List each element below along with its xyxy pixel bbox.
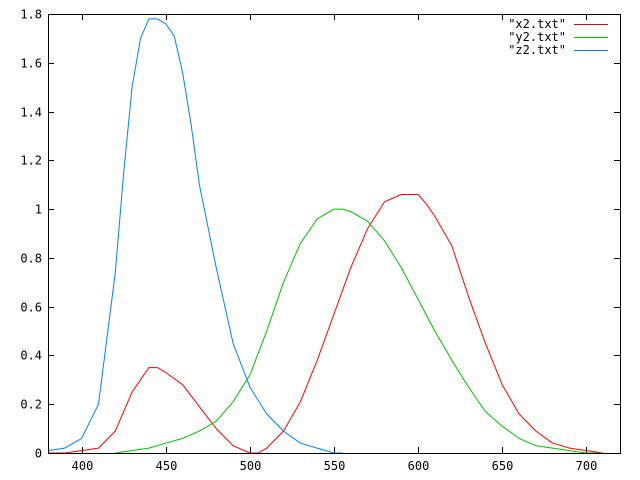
x-tick-label: 500 — [240, 459, 262, 473]
x-tick-label: 450 — [156, 459, 178, 473]
legend-label: "y2.txt" — [508, 30, 566, 44]
x-tick-label: 550 — [324, 459, 346, 473]
y-tick-label: 0.8 — [20, 252, 42, 266]
x-axis-ticks — [82, 14, 587, 453]
series-line-2 — [115, 208, 604, 454]
y-tick-label: 1.8 — [20, 8, 42, 22]
y-tick-label: 1.6 — [20, 57, 42, 71]
y-tick-label: 1.2 — [20, 154, 42, 168]
series-line-3 — [47, 18, 343, 454]
series-lines — [47, 18, 604, 454]
legend-label: "z2.txt" — [508, 43, 566, 57]
y-tick-label: 0.2 — [20, 398, 42, 412]
x-tick-label: 600 — [408, 459, 430, 473]
legend: "x2.txt""y2.txt""z2.txt" — [508, 17, 608, 57]
y-tick-label: 0.6 — [20, 301, 42, 315]
y-axis-ticks — [48, 14, 620, 454]
y-axis-tick-labels: 0 0.2 0.4 0.6 0.8 1 1.2 1.4 1.6 1.8 — [20, 8, 42, 461]
y-tick-label: 1.4 — [20, 106, 42, 120]
y-tick-label: 1 — [35, 203, 42, 217]
plot-frame — [48, 14, 621, 454]
x-axis-tick-labels: 400 450 500 550 600 650 700 — [72, 459, 598, 473]
legend-label: "x2.txt" — [508, 17, 566, 31]
x-tick-label: 700 — [576, 459, 598, 473]
x-tick-label: 650 — [492, 459, 514, 473]
y-tick-label: 0.4 — [20, 349, 42, 363]
x-tick-label: 400 — [72, 459, 94, 473]
series-line-1 — [48, 194, 604, 454]
y-tick-label: 0 — [35, 447, 42, 461]
